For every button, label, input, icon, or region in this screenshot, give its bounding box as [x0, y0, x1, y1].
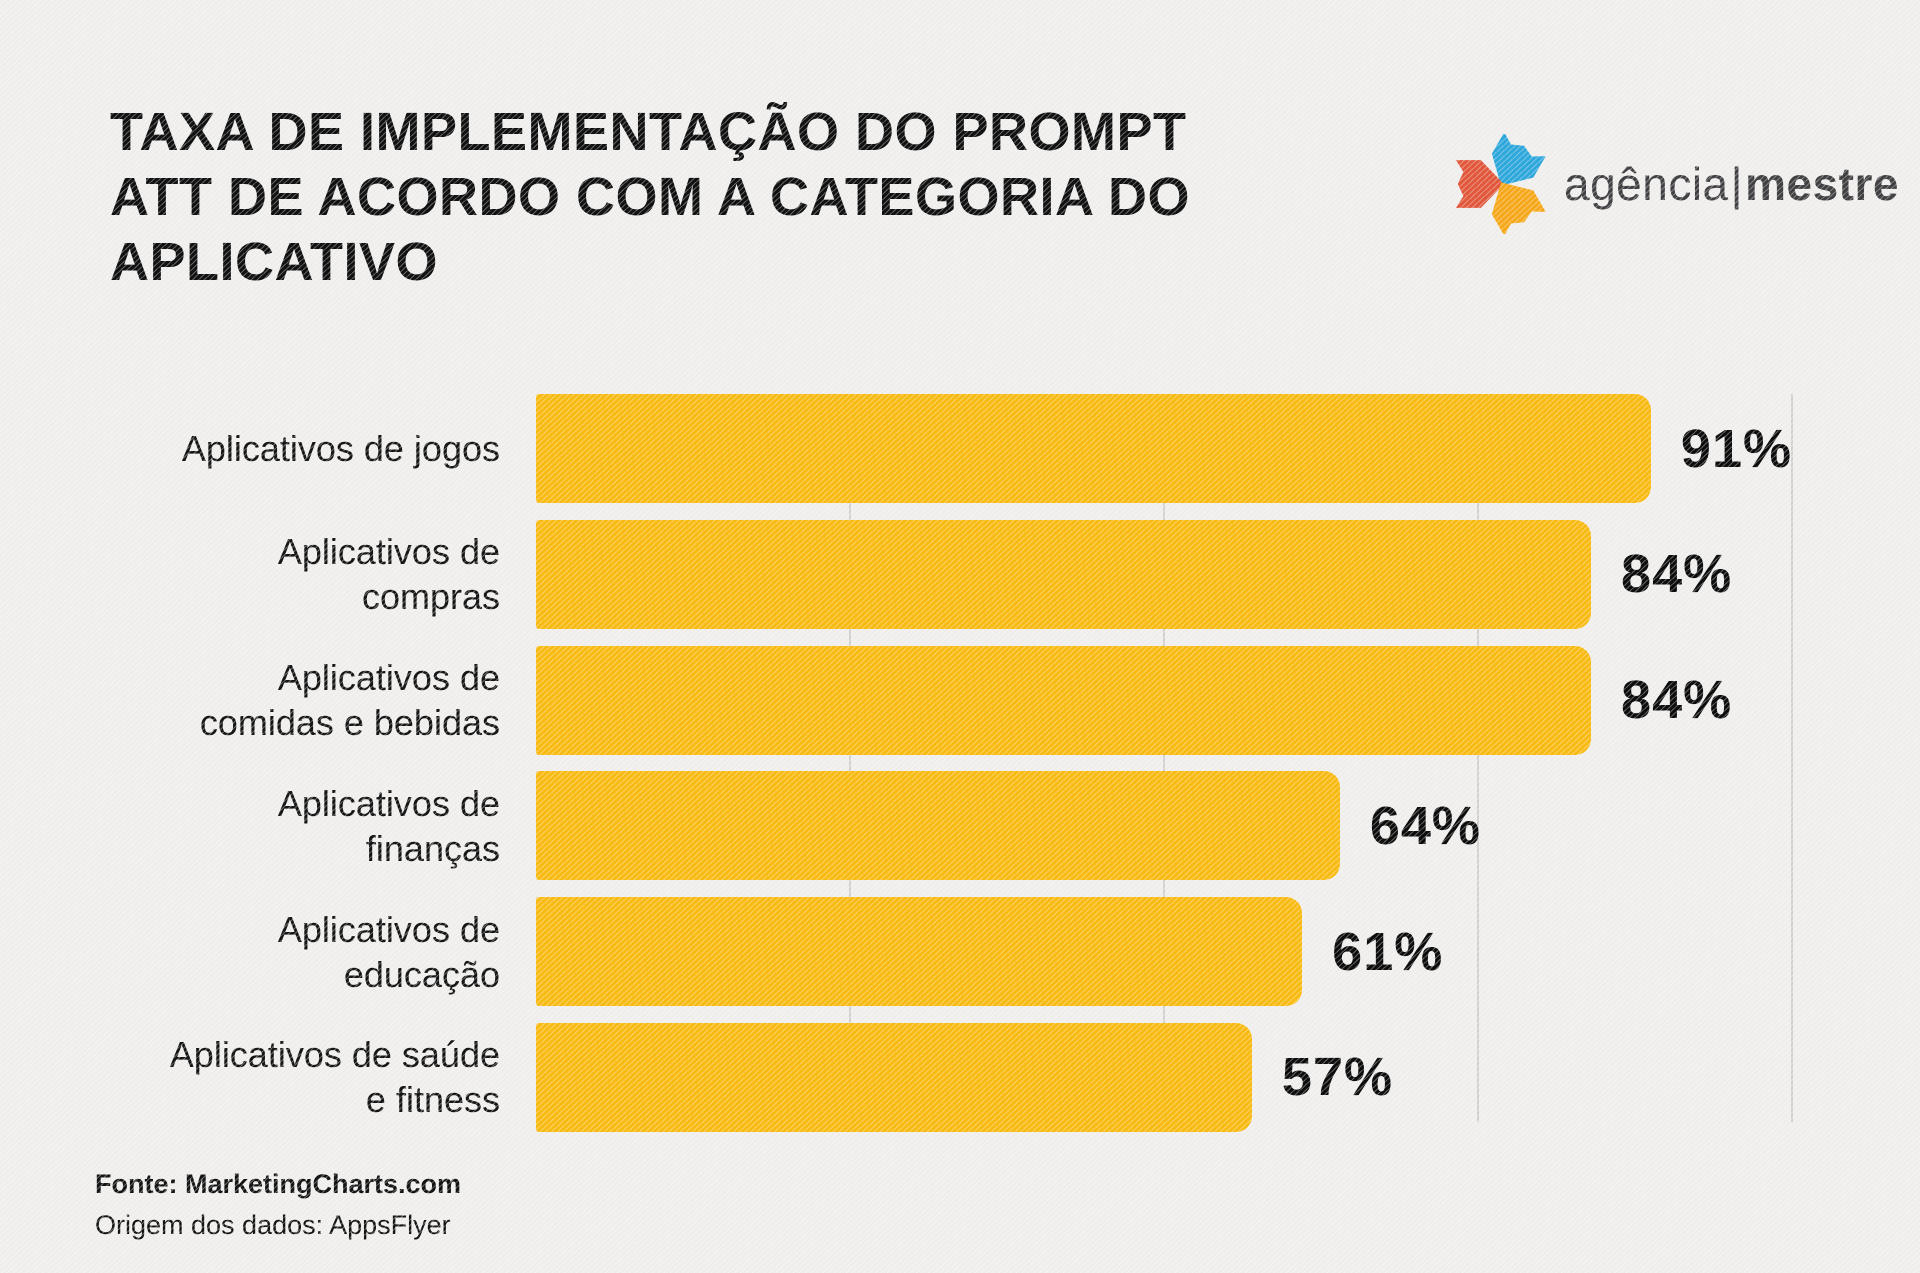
- bar-rows: 91% 84% 84% 64% 61% 57%: [536, 394, 1792, 1132]
- category-label-saude-fitness: Aplicativos de saúde e fitness: [80, 1023, 500, 1132]
- brand-logo-text: agência|mestre: [1564, 157, 1899, 211]
- label-line: Aplicativos de jogos: [181, 428, 500, 469]
- category-labels: Aplicativos de jogos Aplicativos de comp…: [80, 394, 500, 1132]
- source-note: Fonte: MarketingCharts.com Origem dos da…: [95, 1166, 461, 1243]
- data-origin-line: Origem dos dados: AppsFlyer: [95, 1210, 451, 1240]
- bar-row: 84%: [536, 645, 1792, 755]
- brand-word-agencia: agência: [1564, 158, 1729, 210]
- label-line: Aplicativos de: [277, 657, 500, 699]
- label-line: educação: [343, 953, 500, 995]
- brand-word-mestre: mestre: [1745, 158, 1899, 210]
- gridline-50pct: [1163, 394, 1165, 1122]
- category-label-comidas-bebidas: Aplicativos de comidas e bebidas: [80, 646, 500, 755]
- category-label-jogos: Aplicativos de jogos: [80, 394, 500, 503]
- gridline-75pct: [1477, 394, 1479, 1122]
- bar-value-label: 57%: [1281, 1047, 1393, 1108]
- bar-value-label: 61%: [1332, 921, 1444, 982]
- bar-value-label: 64%: [1369, 795, 1481, 856]
- label-line: Aplicativos de: [277, 782, 500, 824]
- bar-row: 91%: [536, 394, 1792, 503]
- label-line: compras: [361, 576, 500, 618]
- gridline-100pct: [1791, 394, 1793, 1122]
- agencia-mestre-logo-icon: [1456, 134, 1546, 234]
- bar-jogos: [536, 394, 1651, 503]
- bar-row: 61%: [536, 897, 1792, 1007]
- bar-comidas-bebidas: [536, 645, 1592, 755]
- label-line: Aplicativos de saúde: [169, 1034, 500, 1076]
- bar-row: 57%: [536, 1022, 1792, 1132]
- bar-value-label: 84%: [1621, 544, 1733, 605]
- bar-saude-fitness: [536, 1022, 1252, 1132]
- brand-separator: |: [1730, 158, 1744, 210]
- label-line: comidas e bebidas: [199, 702, 500, 744]
- source-line: Fonte: MarketingCharts.com: [95, 1169, 462, 1199]
- bar-compras: [536, 519, 1592, 629]
- category-label-compras: Aplicativos de compras: [80, 520, 500, 629]
- bar-financas: [536, 771, 1340, 881]
- brand-logo: agência|mestre: [1456, 134, 1899, 234]
- label-line: Aplicativos de: [277, 908, 500, 950]
- page-title-line: ATT DE ACORDO COM A CATEGORIA DO: [110, 167, 1190, 227]
- label-line: e fitness: [365, 1079, 500, 1121]
- bar-educacao: [536, 897, 1303, 1007]
- page-title: TAXA DE IMPLEMENTAÇÃO DO PROMPT ATT DE A…: [110, 100, 1230, 295]
- bar-value-label: 84%: [1621, 670, 1733, 731]
- category-label-educacao: Aplicativos de educação: [80, 897, 500, 1006]
- gridline-25pct: [849, 394, 851, 1122]
- page-title-line: APLICATIVO: [110, 232, 438, 292]
- label-line: Aplicativos de: [277, 531, 500, 573]
- bar-row: 84%: [536, 519, 1792, 629]
- bar-chart: 91% 84% 84% 64% 61% 57%: [536, 394, 1793, 1132]
- category-label-financas: Aplicativos de finanças: [80, 771, 500, 880]
- label-line: finanças: [365, 827, 500, 869]
- bar-row: 64%: [536, 771, 1792, 881]
- bar-value-label: 91%: [1680, 418, 1792, 479]
- page-title-line: TAXA DE IMPLEMENTAÇÃO DO PROMPT: [110, 102, 1187, 162]
